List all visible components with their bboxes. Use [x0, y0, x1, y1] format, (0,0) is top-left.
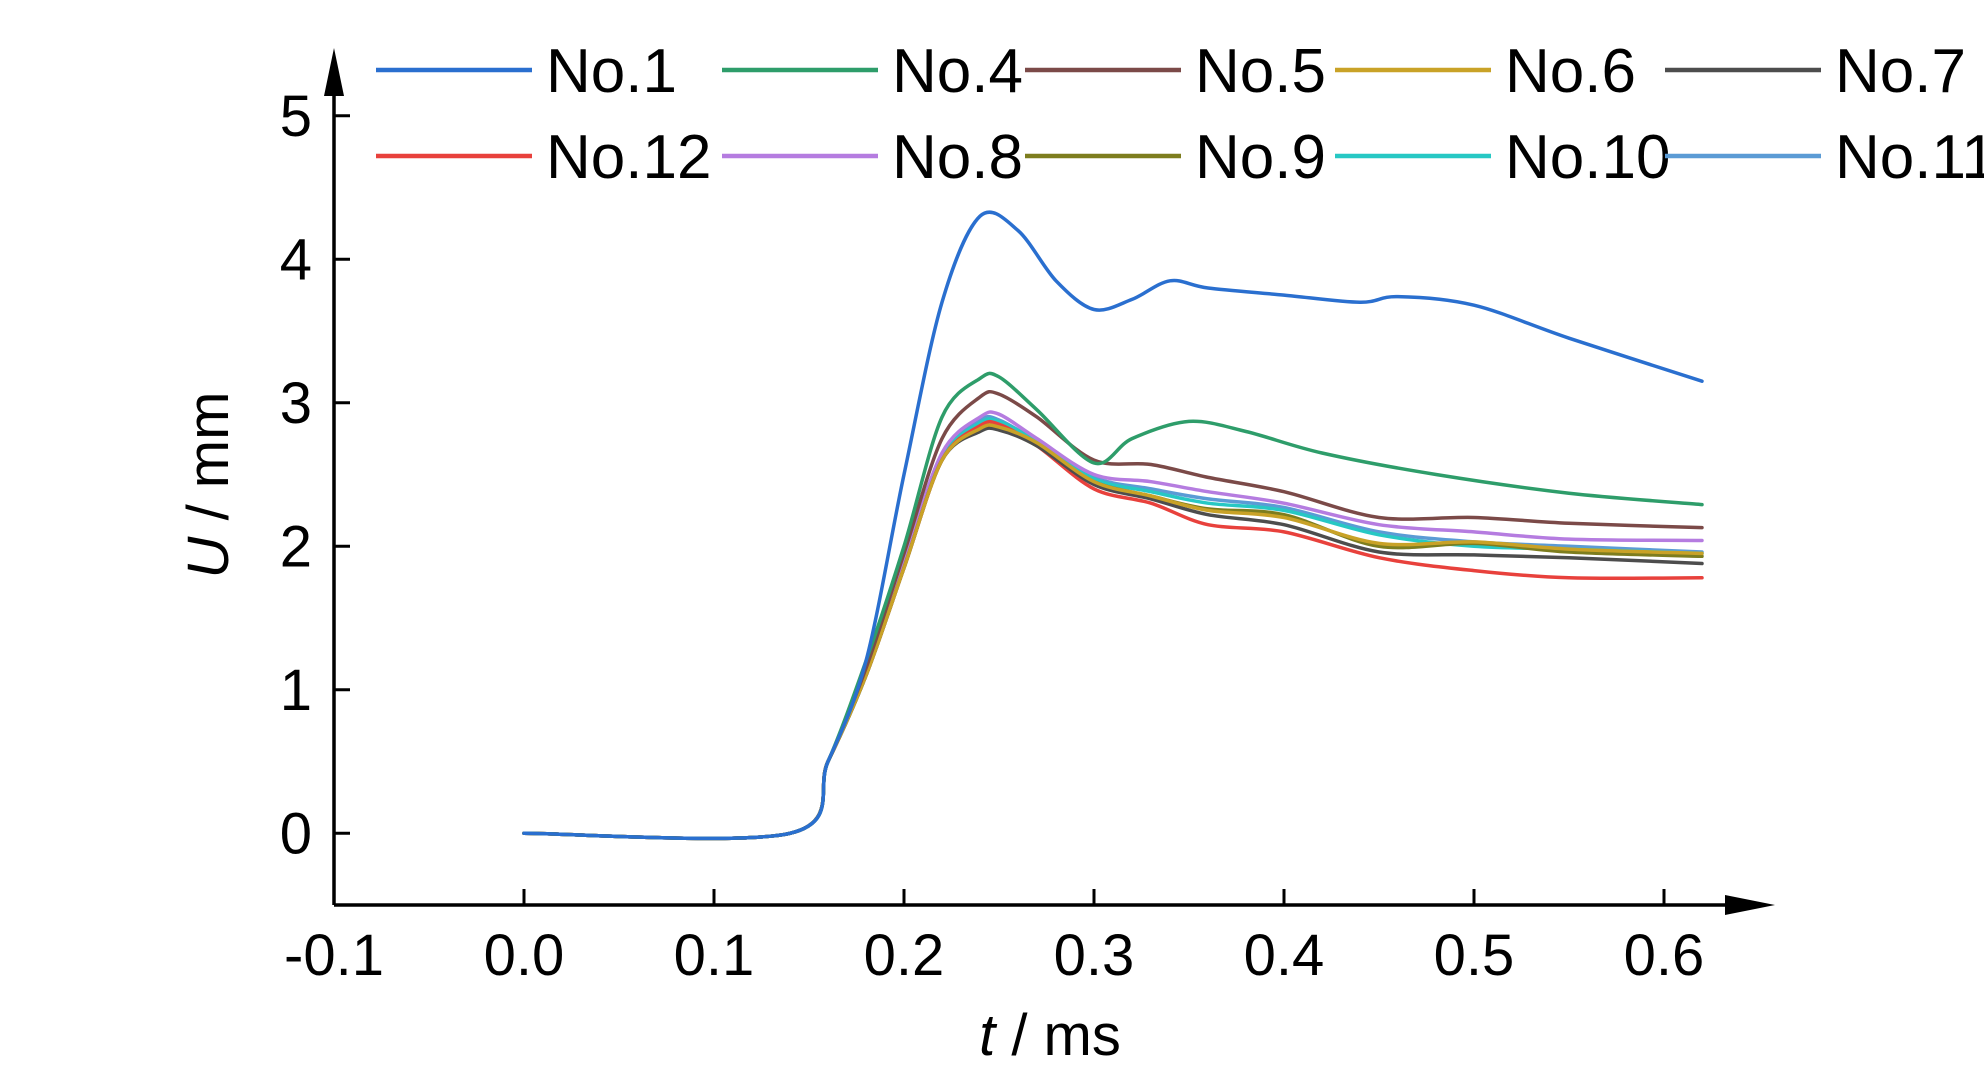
legend-label: No.8 — [892, 123, 1023, 192]
y-axis-title: U / mm — [176, 392, 241, 579]
series-line-no8 — [522, 410, 1704, 841]
y-tick-label: 2 — [280, 514, 312, 579]
x-tick-label: 0.2 — [864, 923, 945, 988]
series-line-no1 — [522, 210, 1704, 841]
legend-item-no5: No.5 — [1025, 37, 1326, 106]
x-tick-label: -0.1 — [284, 923, 384, 988]
x-axis-variable: t — [979, 1003, 998, 1063]
x-axis-unit: / ms — [995, 1003, 1121, 1063]
y-axis-variable: U — [176, 535, 241, 578]
axes: -0.1 0.0 0.1 0.2 0.3 0.4 0.5 0.6 0 1 2 3 4 5 — [280, 48, 1775, 988]
series-lines — [522, 210, 1704, 841]
legend-label: No.6 — [1505, 37, 1636, 106]
y-tick-label: 4 — [280, 227, 312, 292]
legend-label: No.12 — [546, 123, 711, 192]
legend-label: No.10 — [1505, 123, 1670, 192]
x-tick-label: 0.3 — [1054, 923, 1135, 988]
y-tick-label: 1 — [280, 658, 312, 723]
x-axis-title: t / ms — [979, 1003, 1121, 1063]
x-tick-label: 0.6 — [1624, 923, 1705, 988]
legend: No.1 No.4 No.5 No.6 No.7 No.12 No.8 No.9 No.10 No… — [376, 37, 1984, 192]
x-tick-label: 0.1 — [674, 923, 755, 988]
legend-label: No.11 — [1835, 123, 1984, 192]
legend-item-no12: No.12 — [376, 123, 711, 192]
x-axis-arrow — [1725, 895, 1775, 915]
legend-label: No.9 — [1195, 123, 1326, 192]
x-tick-label: 0.5 — [1434, 923, 1515, 988]
legend-item-no4: No.4 — [722, 37, 1023, 106]
legend-label: No.1 — [546, 37, 677, 106]
legend-item-no9: No.9 — [1025, 123, 1326, 192]
series-line-no4 — [522, 371, 1704, 841]
legend-item-no8: No.8 — [722, 123, 1023, 192]
legend-item-no6: No.6 — [1335, 37, 1636, 106]
legend-item-no11: No.11 — [1665, 123, 1984, 192]
legend-item-no7: No.7 — [1665, 37, 1966, 106]
y-axis-unit: / mm — [176, 392, 241, 537]
legend-label: No.4 — [892, 37, 1023, 106]
legend-item-no10: No.10 — [1335, 123, 1670, 192]
y-tick-label: 5 — [280, 84, 312, 149]
legend-label: No.5 — [1195, 37, 1326, 106]
y-tick-label: 3 — [280, 371, 312, 436]
series-line-no5 — [522, 389, 1704, 841]
x-tick-label: 0.0 — [484, 923, 565, 988]
y-axis-arrow — [324, 48, 344, 96]
y-tick-label: 0 — [280, 801, 312, 866]
legend-label: No.7 — [1835, 37, 1966, 106]
x-tick-label: 0.4 — [1244, 923, 1325, 988]
legend-item-no1: No.1 — [376, 37, 677, 106]
